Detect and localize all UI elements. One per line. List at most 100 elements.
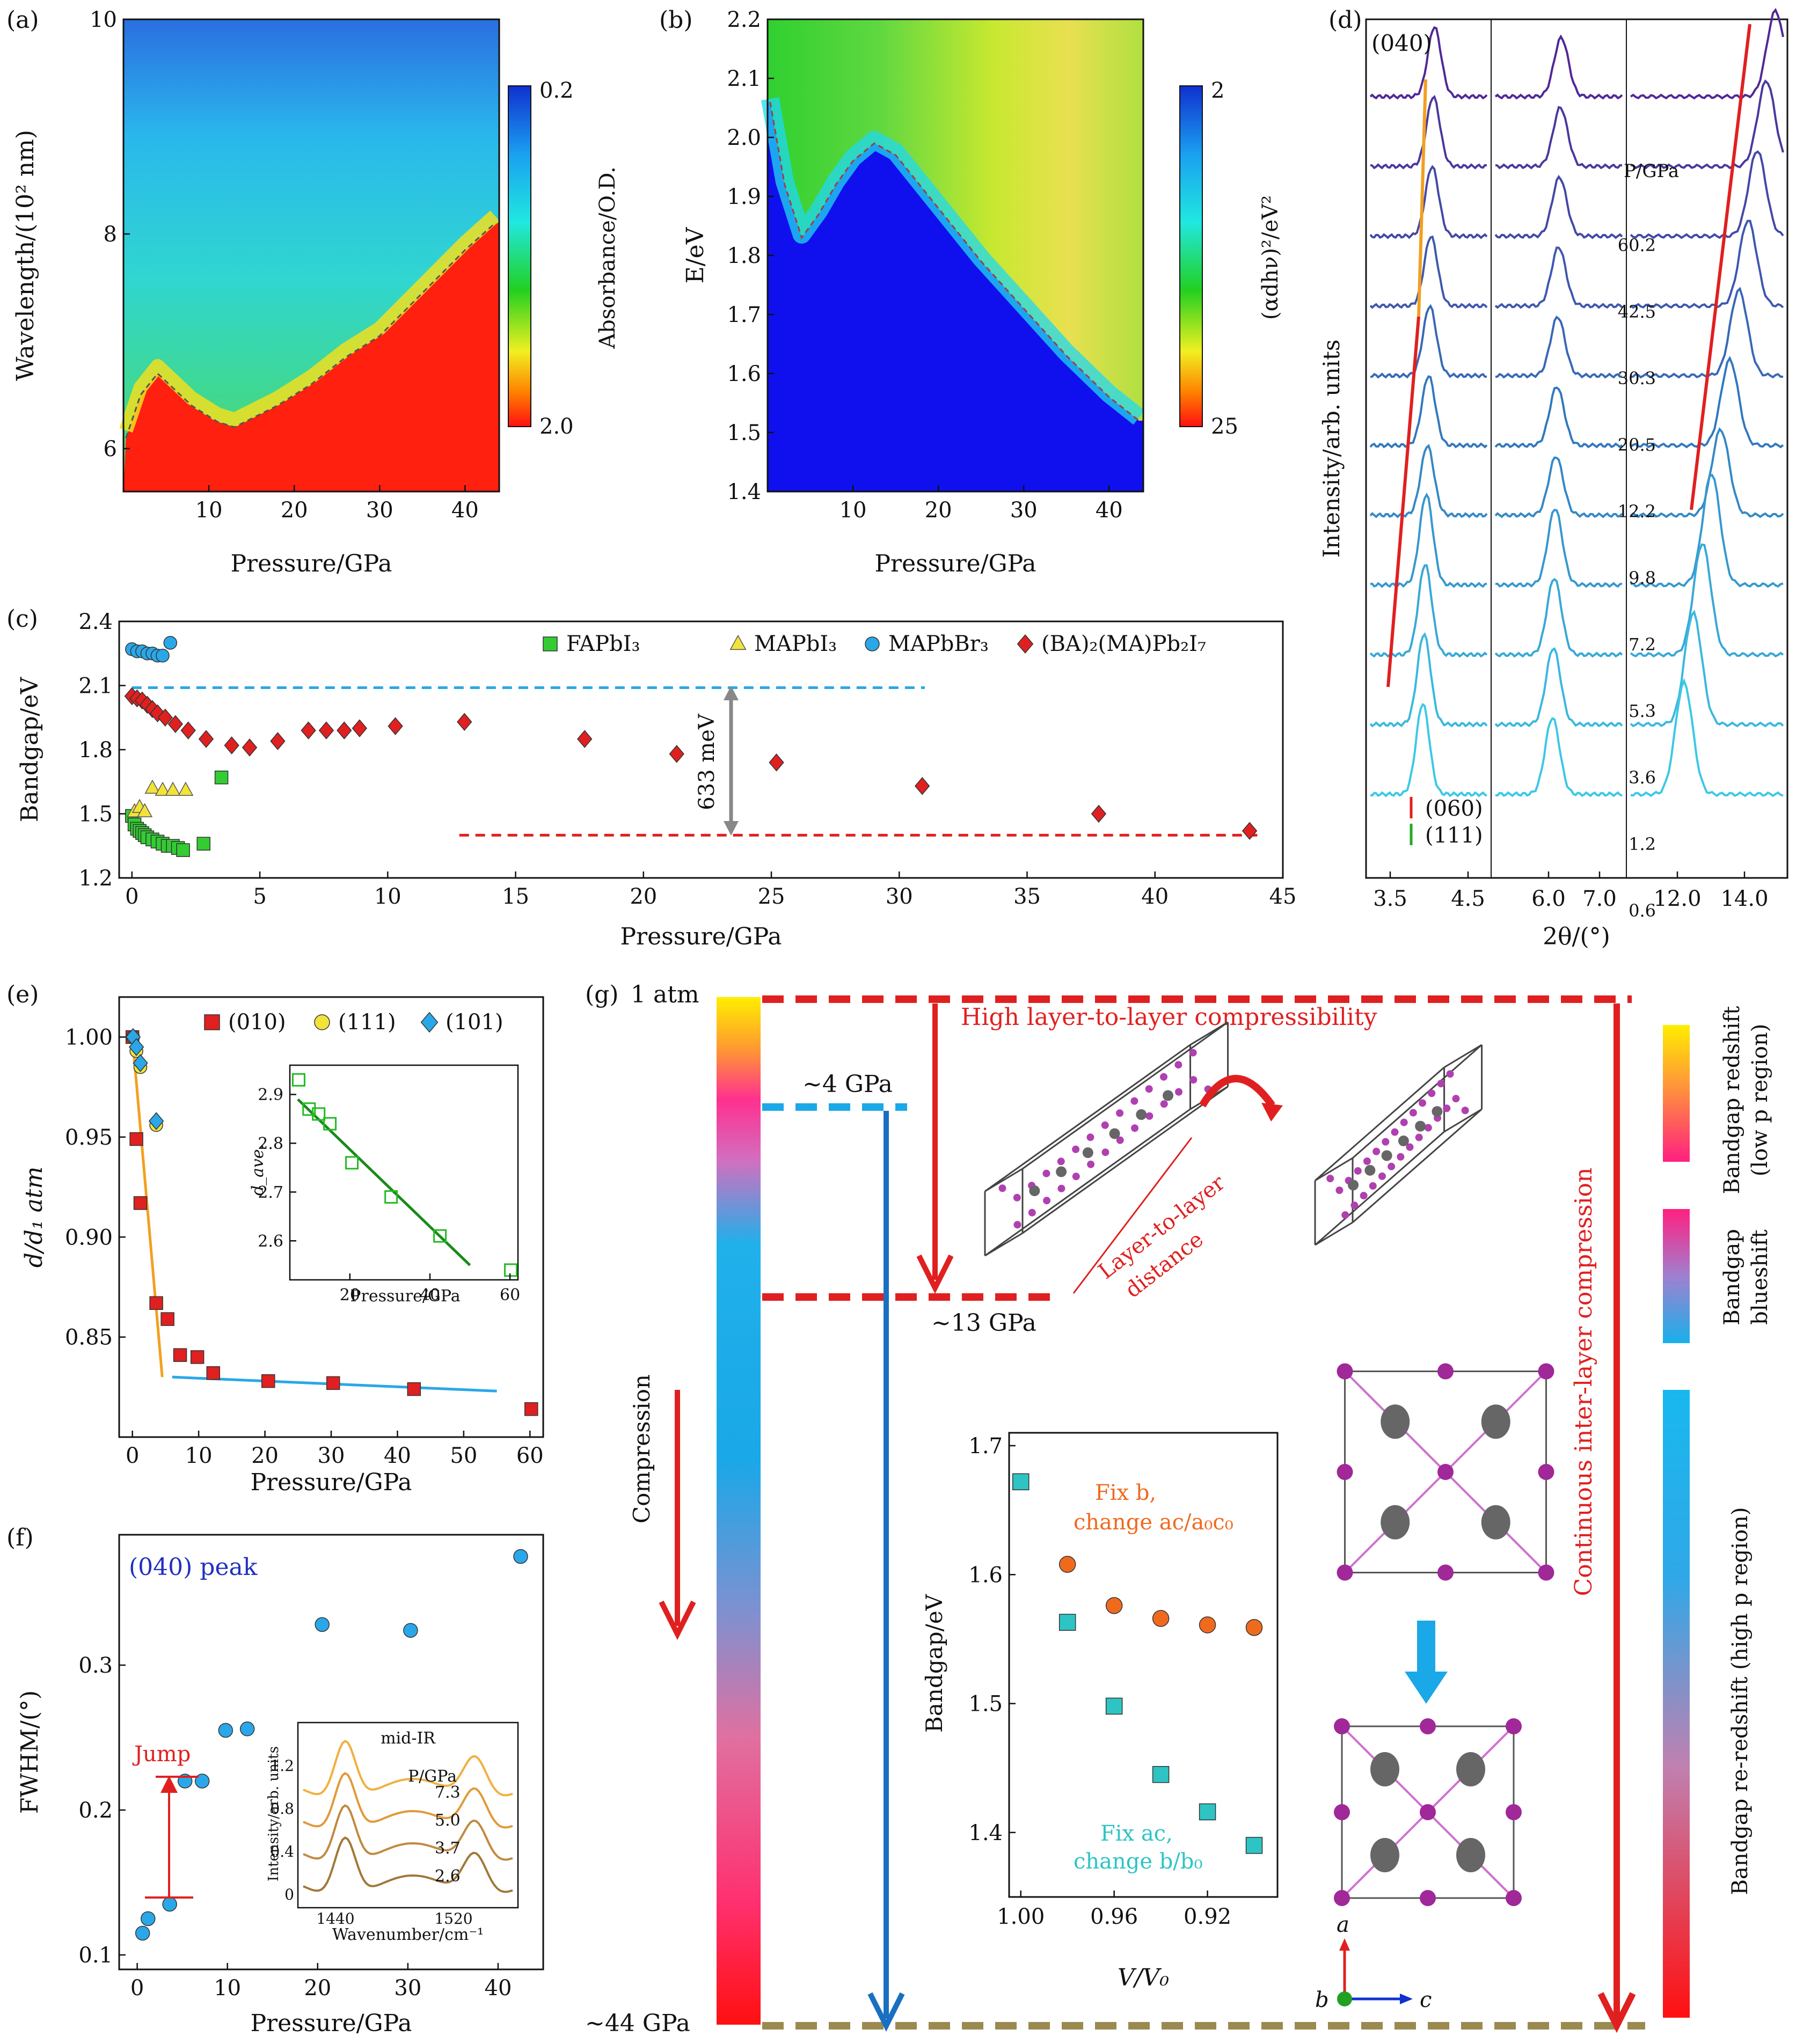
xrd-curve-7-seg-1	[1495, 508, 1623, 588]
g-crystal2-atom-14	[1341, 1211, 1349, 1219]
point-c-3-13	[301, 721, 316, 739]
c-xtick-label-1: 5	[253, 884, 266, 909]
g-crystal1-pb-5	[1163, 1090, 1174, 1101]
g-cubic2-x-0-0	[1334, 1718, 1350, 1734]
arrow-4gpa-down-head	[867, 1992, 905, 2032]
point-c-3-22	[914, 776, 930, 795]
inset-plabel-f: P/GPa	[408, 1767, 457, 1786]
g-crystal2-atom-9	[1409, 1109, 1417, 1117]
main-gradient-bar	[717, 997, 761, 2025]
g-crystal2-edge-8	[1315, 1066, 1445, 1182]
c-ytick-label-2: 1.8	[78, 738, 113, 763]
b-xtick-label-0: 10	[839, 498, 867, 523]
xrd-curve-3-seg-2	[1630, 219, 1784, 309]
pressure-label-0: 60.2	[1618, 235, 1656, 255]
g-crystal1-pb-0	[1029, 1185, 1040, 1197]
b-ytick-label-6: 2.0	[727, 126, 761, 150]
right-label-3: Bandgap re-redshift (high p region)	[1728, 1507, 1753, 1895]
g-crystal1-atom-9	[1130, 1097, 1138, 1105]
g-cubic1-x-2-4	[1538, 1464, 1554, 1480]
g-crystal2-edge-6	[1443, 1108, 1483, 1133]
ylabel-f: FWHM/(°)	[16, 1690, 43, 1814]
b-ytick-label-4: 1.8	[727, 244, 761, 268]
inset-e-xtick-label-2: 60	[500, 1286, 520, 1305]
g-crystal1-atom-12	[1174, 1061, 1182, 1069]
pressure-44gpa: ~44 GPa	[585, 2010, 690, 2037]
c-xtick-label-2: 10	[374, 884, 401, 909]
inset-f-curve-label-2: 3.7	[435, 1839, 461, 1858]
g-crystal2-edge-10	[1352, 1108, 1483, 1224]
g-crystal1-atom-18	[1072, 1173, 1080, 1181]
pressure-label-2: 30.3	[1618, 368, 1656, 389]
point-c-2-6	[156, 648, 170, 663]
xrd-curve-9-seg-2	[1630, 610, 1784, 728]
pressure-label-1: 42.5	[1618, 302, 1656, 322]
legend-c-label-0: FAPbI₃	[566, 632, 640, 656]
inset-e-ytick-label-2: 2.8	[258, 1134, 283, 1153]
panel-label-e: (e)	[6, 981, 39, 1008]
axis-label-b: b	[1315, 1988, 1329, 2012]
g-cubic1-x-4-2	[1437, 1564, 1454, 1581]
g-crystal1-atom-11	[1160, 1073, 1168, 1081]
e-ytick-label-2: 0.95	[65, 1125, 113, 1150]
g-cubic2-pb-2	[1370, 1838, 1399, 1872]
label-060: (060)	[1425, 796, 1483, 821]
c-xtick-label-5: 25	[758, 884, 785, 909]
point-c-3-11	[242, 738, 258, 757]
colorbar-b-bottom: 25	[1211, 414, 1238, 439]
g-cubic2-x-4-0	[1334, 1890, 1350, 1906]
xrd-curve-1-seg-2	[1630, 79, 1784, 170]
gap-arrow-c-head-bottom	[724, 821, 739, 836]
g-crystal2-atom-19	[1388, 1162, 1396, 1170]
c-ytick-label-0: 1.2	[78, 866, 113, 891]
c-ytick-label-1: 1.5	[78, 802, 113, 827]
b-xtick-label-2: 30	[1010, 498, 1038, 523]
inset-f-curve-label-3: 2.6	[435, 1867, 461, 1886]
g-xtick-label-1: 0.96	[1090, 1904, 1138, 1929]
g-crystal1-atom-0	[998, 1184, 1006, 1192]
plot-frame-a	[122, 18, 500, 493]
g-crystal1-pb-3	[1109, 1128, 1120, 1139]
g-crystal1-atom-25	[1175, 1088, 1183, 1096]
g-cubic1-pb-0	[1381, 1404, 1410, 1439]
point-c-3-16	[352, 719, 368, 737]
point-f-1	[141, 1911, 156, 1926]
xrd-curve-5-seg-2	[1630, 356, 1784, 449]
xrd-curve-0-seg-0	[1369, 26, 1488, 100]
pressure-label-4: 12.2	[1618, 501, 1656, 522]
trend-line-040-orange	[1417, 79, 1427, 317]
inset-xlabel-f: Wavenumber/cm⁻¹	[332, 1925, 484, 1944]
xrd-curve-9-seg-1	[1494, 647, 1623, 728]
point-c-3-12	[270, 732, 286, 750]
g-crystal1-atom-8	[1116, 1109, 1124, 1117]
point-f-4	[194, 1774, 210, 1789]
point-c-3-9	[198, 730, 214, 748]
plot-frame-d	[1365, 18, 1788, 879]
f-ytick-label-0: 0.1	[78, 1943, 113, 1968]
panel-label-d: (d)	[1328, 6, 1362, 34]
inset-f-curve-3	[303, 1836, 513, 1893]
xrd-curve-9-seg-0	[1369, 632, 1488, 728]
point-c-1-2	[137, 803, 153, 817]
panel-c: (c) 0 5 10 15 20 25 30 35 40 45 1.2 1.5 1.8 2.1 2.4 63…	[6, 605, 1296, 950]
axes-a: 10 20 30 40 6 8 10	[90, 8, 479, 523]
ylabel-d: Intensity/arb. units	[1318, 340, 1345, 558]
inset-f-curve-label-1: 5.0	[435, 1811, 461, 1830]
plot-c: 0 5 10 15 20 25 30 35 40 45 1.2 1.5 1.8 2.1 2.4	[78, 610, 1296, 909]
xrd-curve-10-seg-0	[1370, 702, 1487, 797]
c-ytick-label-4: 2.4	[78, 610, 113, 634]
legend-e: (010) (111) (101)	[204, 1010, 503, 1035]
pressure-label-9: 1.2	[1629, 834, 1656, 854]
crystal-structure-2	[1314, 1044, 1483, 1246]
inset-e-fit	[297, 1098, 471, 1266]
a-xtick-label-2: 30	[366, 498, 393, 523]
g-crystal2-edge-0	[1315, 1157, 1353, 1182]
f-xtick-label-4: 40	[485, 1976, 512, 2001]
point-e-2-2	[133, 1054, 148, 1072]
xrd-curve-5-seg-1	[1494, 386, 1623, 449]
heatmap-a-edge-band	[119, 210, 500, 433]
inset-e-point-2	[312, 1107, 326, 1121]
b-ytick-label-2: 1.6	[727, 362, 761, 386]
title-f: (040) peak	[129, 1554, 258, 1581]
e-xtick-label-4: 40	[384, 1444, 411, 1468]
